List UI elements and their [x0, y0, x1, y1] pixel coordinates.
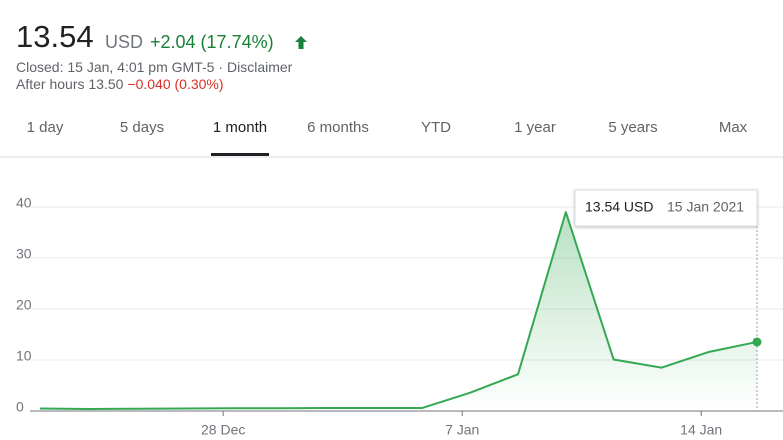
- active-tab-indicator: [211, 153, 269, 156]
- x-tick-label: 7 Jan: [445, 422, 479, 438]
- price: 13.54: [16, 19, 94, 54]
- tab[interactable]: 1 day: [27, 119, 64, 136]
- closed-time: Closed: 15 Jan, 4:01 pm GMT-5 ·: [16, 59, 223, 75]
- tab-bar: 1 day 5 days 1 month 6 months YTD 1 year 5 yea…: [27, 119, 748, 156]
- tooltip-date: 15 Jan 2021: [667, 199, 744, 215]
- price-line: [39, 211, 758, 410]
- disclaimer-link[interactable]: Disclaimer: [227, 59, 293, 75]
- last-point: [752, 337, 762, 347]
- tab[interactable]: YTD: [421, 119, 451, 136]
- x-tick-label: 14 Jan: [680, 422, 722, 438]
- tooltip-box: [574, 189, 758, 227]
- y-tick-label: 0: [16, 399, 24, 415]
- tab[interactable]: 5 days: [120, 119, 164, 136]
- x-tick-label: 28 Dec: [201, 422, 245, 438]
- y-tick-label: 10: [16, 348, 32, 364]
- after-hours-change: −0.040 (0.30%): [127, 76, 223, 92]
- area: [40, 212, 757, 411]
- after-hours: After hours 13.50 −0.040 (0.30%): [16, 76, 224, 92]
- currency: USD: [105, 32, 143, 52]
- tab[interactable]: 6 months: [307, 119, 369, 136]
- closed-info: Closed: 15 Jan, 4:01 pm GMT-5 · Disclaime…: [16, 59, 293, 75]
- after-hours-price: After hours 13.50: [16, 76, 124, 92]
- tab[interactable]: Max: [719, 119, 748, 136]
- y-tick-label: 40: [16, 195, 32, 211]
- tab[interactable]: 1 year: [514, 119, 556, 136]
- y-tick-label: 30: [16, 246, 32, 262]
- change: +2.04 (17.74%): [150, 32, 274, 52]
- tooltip-value: 13.54 USD: [585, 199, 653, 215]
- tab[interactable]: 1 month: [213, 119, 267, 136]
- tab[interactable]: 5 years: [608, 119, 657, 136]
- chart: 0 10 20 30 40 28 Dec 7 Jan 14 Jan 13.54 USD 15 Ja…: [16, 189, 783, 438]
- y-tick-label: 20: [16, 297, 32, 313]
- up-arrow: [295, 36, 307, 49]
